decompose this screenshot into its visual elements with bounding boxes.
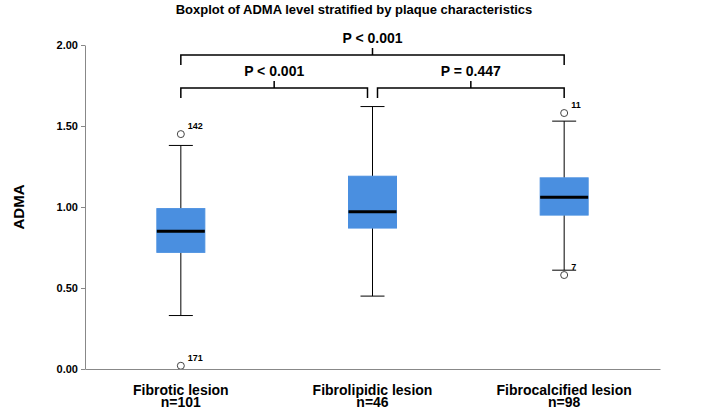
outlier-labels: 142 171 11 7 <box>188 100 581 363</box>
y-tick: 1.50 <box>57 120 85 132</box>
lower-whisker-cap <box>361 296 385 297</box>
chart-svg: Boxplot of ADMA level stratified by plaq… <box>0 0 708 413</box>
category-count: n=101 <box>161 394 201 410</box>
y-tick-mark <box>81 288 85 289</box>
y-tick-label: 1.00 <box>57 201 78 213</box>
y-tick-label: 1.50 <box>57 120 78 132</box>
outlier-id: 11 <box>571 100 581 110</box>
y-tick-label: 2.00 <box>57 39 78 51</box>
lower-whisker-cap <box>169 315 193 316</box>
upper-whisker-cap <box>361 106 385 107</box>
x-axis-line <box>86 369 661 370</box>
y-tick: 0.50 <box>57 282 85 294</box>
y-tick-label: 0.50 <box>57 282 78 294</box>
median <box>157 230 205 233</box>
y-tick: 0.00 <box>57 363 85 375</box>
box-group <box>157 131 205 369</box>
upper-whisker-cap <box>169 145 193 146</box>
box <box>349 176 397 228</box>
y-tick-mark <box>81 126 85 127</box>
box <box>540 178 588 215</box>
upper-whisker-cap <box>552 121 576 122</box>
lower-whisker <box>564 215 565 270</box>
bracket-label: P < 0.001 <box>244 63 304 79</box>
y-tick: 2.00 <box>57 39 85 51</box>
y-tick-mark <box>81 207 85 208</box>
lower-whisker <box>372 228 373 296</box>
significance-brackets: P < 0.001 P < 0.001 P = 0.447 <box>181 30 564 98</box>
chart-title: Boxplot of ADMA level stratified by plaq… <box>176 2 533 17</box>
category-count: n=46 <box>356 394 389 410</box>
y-tick-label: 0.00 <box>57 363 78 375</box>
bracket-label: P < 0.001 <box>342 30 402 46</box>
outlier <box>561 272 568 279</box>
boxes <box>157 107 588 369</box>
upper-whisker <box>180 145 181 208</box>
median <box>349 210 397 213</box>
upper-whisker <box>564 121 565 178</box>
outlier <box>177 131 184 138</box>
outlier <box>177 362 184 369</box>
bracket <box>181 48 564 65</box>
upper-whisker <box>372 107 373 177</box>
y-axis: 0.00 0.50 1.00 1.50 2.00 <box>57 39 86 375</box>
box-group <box>349 107 397 297</box>
y-tick-mark <box>81 369 85 370</box>
outlier <box>561 110 568 117</box>
category-counts: n=101 n=46 n=98 <box>161 394 581 410</box>
bracket-label: P = 0.447 <box>441 63 501 79</box>
bracket <box>378 81 565 98</box>
outlier-id: 7 <box>571 262 576 272</box>
outlier-id: 142 <box>188 121 203 131</box>
chart-container: Boxplot of ADMA level stratified by plaq… <box>0 0 708 413</box>
box-group <box>540 110 588 279</box>
median <box>540 196 588 199</box>
y-tick-mark <box>81 45 85 46</box>
lower-whisker <box>180 252 181 315</box>
y-axis-title: ADMA <box>10 184 27 229</box>
bracket <box>181 81 368 98</box>
y-tick: 1.00 <box>57 201 85 213</box>
category-count: n=98 <box>548 394 581 410</box>
box <box>157 209 205 253</box>
outlier-id: 171 <box>188 353 203 363</box>
y-axis-line <box>85 46 86 370</box>
